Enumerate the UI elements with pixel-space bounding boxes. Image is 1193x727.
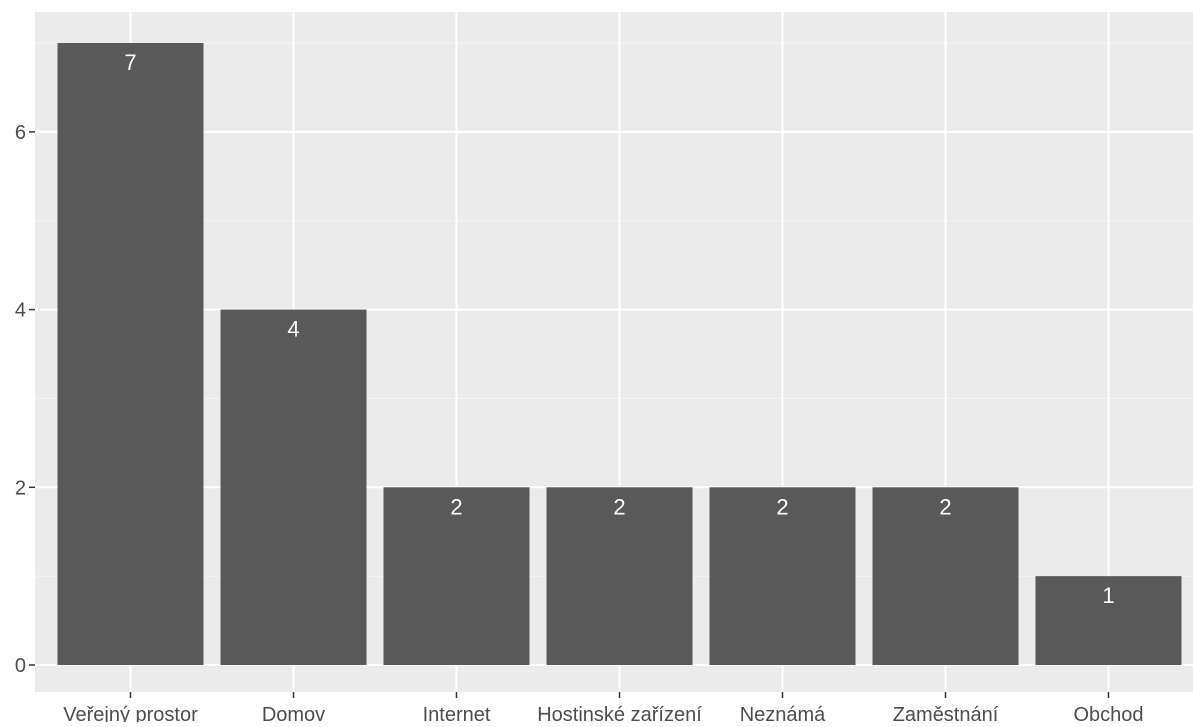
bar-value-label: 4 xyxy=(287,317,299,342)
bar-value-label: 2 xyxy=(450,494,462,519)
x-tick-label: Domov xyxy=(262,704,325,722)
x-tick-label: Veřejný prostor xyxy=(63,704,198,722)
y-tick-label: 6 xyxy=(15,122,26,144)
bar xyxy=(220,309,367,665)
bar xyxy=(872,487,1019,665)
y-tick-label: 4 xyxy=(15,300,26,322)
bar-value-label: 2 xyxy=(613,494,625,519)
bar xyxy=(1035,576,1182,665)
bar-value-label: 1 xyxy=(1102,583,1114,608)
bar xyxy=(709,487,856,665)
data-labels: 7 4 2 2 2 2 1 xyxy=(124,50,1114,608)
x-tick-label: Obchod xyxy=(1073,704,1143,722)
bar-value-label: 7 xyxy=(124,50,136,75)
y-tick-label: 0 xyxy=(15,655,26,677)
x-tick-label: Neznámá xyxy=(740,704,826,722)
bar xyxy=(546,487,693,665)
bar-value-label: 2 xyxy=(939,494,951,519)
x-axis: Veřejný prostor Domov Internet Hostinské za… xyxy=(63,692,1144,726)
x-tick-label: Zaměstnání xyxy=(893,704,999,722)
bar xyxy=(57,43,204,665)
bars xyxy=(57,43,1182,665)
x-tick-label: Internet xyxy=(423,704,491,722)
x-tick-label: Hostinské zařízení xyxy=(537,704,702,722)
y-axis: 0 2 4 6 xyxy=(15,122,35,677)
bar-value-label: 2 xyxy=(776,494,788,519)
y-tick-label: 2 xyxy=(15,477,26,499)
bar xyxy=(383,487,530,665)
